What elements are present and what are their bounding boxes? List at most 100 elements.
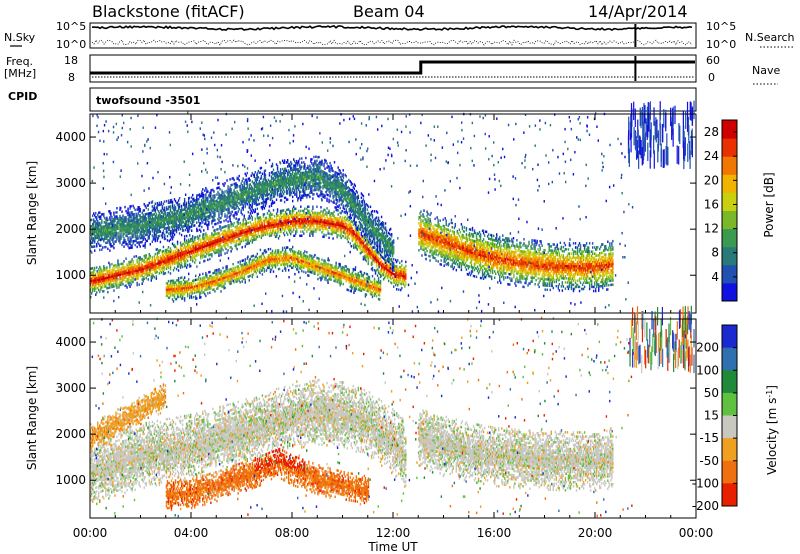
- power-echo-cell: [166, 234, 169, 238]
- power-echo-cell: [113, 211, 115, 215]
- power-echo-cell: [253, 226, 256, 229]
- power-echo-cell: [163, 251, 166, 255]
- power-echo-cell: [150, 275, 153, 278]
- power-echo-cell: [326, 221, 328, 225]
- power-echo-cell: [242, 235, 244, 238]
- power-echo-cell: [192, 235, 194, 238]
- power-echo-cell: [284, 221, 287, 224]
- power-echo-cell: [284, 227, 287, 230]
- power-echo-cell: [211, 240, 213, 243]
- power-echo-cell: [107, 286, 109, 290]
- power-echo-cell: [218, 252, 220, 255]
- power-echo-cell: [264, 227, 267, 230]
- power-echo-cell: [114, 278, 116, 282]
- power-echo-cell: [324, 208, 326, 212]
- power-echo-cell: [328, 217, 330, 221]
- power-echo-cell: [160, 201, 163, 204]
- power-echo-cell: [267, 228, 270, 232]
- power-echo-cell: [278, 218, 281, 221]
- power-echo-cell: [310, 226, 312, 229]
- power-echo-cell: [189, 239, 192, 243]
- power-echo-cell: [132, 274, 134, 277]
- power-echo-cell: [284, 215, 287, 218]
- power-echo-cell: [323, 223, 325, 226]
- power-echo-cell: [333, 222, 335, 226]
- power-echo-cell: [329, 222, 331, 225]
- power-echo-cell: [247, 227, 249, 231]
- power-echo-cell: [183, 244, 186, 247]
- power-echo-cell: [282, 219, 285, 223]
- power-echo-cell: [193, 251, 195, 254]
- power-echo-cell: [198, 239, 200, 242]
- power-echo-cell: [242, 220, 244, 224]
- power-echo-cell: [106, 274, 108, 278]
- power-echo-cell: [173, 262, 176, 265]
- power-echo-cell: [155, 262, 158, 266]
- power-echo-cell: [164, 249, 167, 252]
- power-echo-cell: [99, 282, 101, 285]
- power-echo-cell: [160, 267, 163, 270]
- power-echo-cell: [383, 266, 386, 269]
- power-echo-cell: [192, 255, 194, 259]
- power-echo-cell: [106, 287, 108, 290]
- power-echo-cell: [230, 237, 232, 241]
- power-echo-cell: [179, 291, 182, 294]
- power-echo-cell: [307, 228, 309, 231]
- power-echo-cell: [244, 245, 246, 248]
- power-echo-cell: [335, 208, 337, 212]
- power-echo-cell: [369, 256, 372, 259]
- power-echo-cell: [133, 255, 135, 259]
- power-echo-cell: [218, 246, 220, 249]
- power-echo-cell: [348, 222, 350, 226]
- power-echo-cell: [299, 217, 301, 221]
- power-echo-cell: [341, 226, 343, 229]
- power-echo-cell: [166, 248, 169, 251]
- power-echo-cell: [253, 236, 256, 239]
- power-echo-cell: [168, 262, 171, 265]
- power-echo-cell: [180, 264, 183, 267]
- power-echo-cell: [151, 274, 154, 278]
- power-echo-cell: [214, 247, 216, 251]
- power-echo-cell: [246, 234, 248, 237]
- power-echo-cell: [208, 243, 210, 247]
- power-echo-cell: [312, 228, 314, 231]
- power-echo-cell: [386, 274, 389, 278]
- power-echo-cell: [337, 217, 339, 220]
- power-echo-cell: [222, 266, 224, 270]
- power-echo-cell: [322, 229, 324, 232]
- power-echo-cell: [306, 226, 308, 229]
- power-echo-cell: [315, 213, 317, 217]
- power-echo-cell: [257, 218, 260, 222]
- power-echo-cell: [244, 218, 246, 221]
- power-echo-cell: [402, 278, 404, 282]
- power-echo-cell: [107, 270, 109, 273]
- power-echo-cell: [215, 239, 217, 242]
- power-echo-cell: [404, 268, 406, 272]
- power-echo-cell: [323, 221, 325, 224]
- power-echo-cell: [258, 216, 261, 219]
- power-echo-cell: [132, 259, 134, 263]
- power-echo-cell: [127, 265, 129, 268]
- power-echo-cell: [237, 220, 239, 224]
- power-echo-cell: [374, 251, 377, 254]
- power-echo-cell: [118, 286, 120, 289]
- power-echo-cell: [344, 236, 346, 239]
- power-echo-cell: [126, 265, 128, 268]
- power-echo-cell: [144, 256, 146, 260]
- power-echo-cell: [318, 220, 320, 223]
- power-echo-cell: [204, 259, 206, 263]
- power-echo-cell: [244, 232, 246, 236]
- power-echo-cell: [184, 264, 187, 268]
- power-echo-cell: [310, 228, 312, 231]
- power-echo-cell: [400, 274, 402, 277]
- power-echo-cell: [172, 300, 175, 303]
- power-echo-cell: [278, 224, 281, 227]
- power-echo-cell: [290, 222, 293, 225]
- power-echo-cell: [91, 279, 93, 283]
- power-echo-cell: [319, 228, 321, 232]
- power-echo-cell: [370, 253, 373, 256]
- power-echo-cell: [348, 224, 350, 228]
- power-echo-cell: [127, 269, 129, 272]
- power-echo-cell: [368, 253, 371, 256]
- power-echo-cell: [210, 236, 212, 240]
